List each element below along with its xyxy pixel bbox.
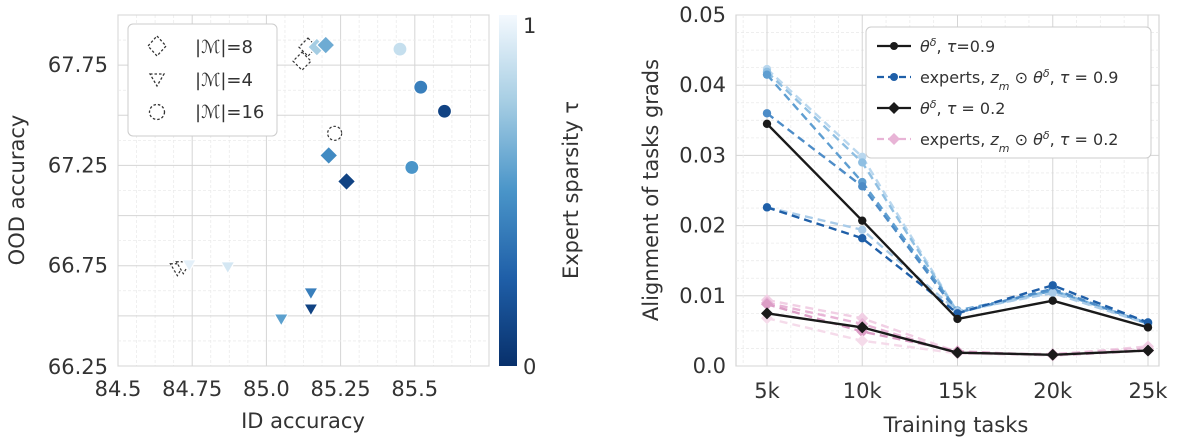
line-point-circle	[762, 119, 772, 129]
scatter-point-circle	[392, 41, 408, 57]
colorbar-label: Expert sparsity τ	[559, 101, 583, 279]
legend-circle-icon-theta-09	[890, 42, 898, 50]
line-point-circle	[762, 70, 772, 79]
legend-diamond-icon-experts-02	[888, 133, 900, 145]
line-x-label: Training tasks	[883, 413, 1029, 437]
legend-circle-icon	[148, 103, 166, 121]
line-legend: θδ, τ=0.9 experts, zm ⊙ θδ, τ = 0.9 θδ, …	[865, 26, 1152, 159]
scatter-x-tick-label: 84.75	[162, 377, 222, 401]
legend-diamond-icon-theta-02	[888, 102, 900, 114]
line-x-tick-label: 5k	[754, 379, 780, 403]
line-y-tick-label: 0.03	[679, 143, 726, 167]
scatter-legend: |ℳ|=8 |ℳ|=4 |ℳ|=16	[127, 23, 278, 137]
legend-marker-diamond	[147, 35, 167, 57]
line-point-circle	[1048, 288, 1057, 298]
scatter-y-tick-label: 66.75	[48, 254, 108, 278]
line-point-circle	[1143, 323, 1153, 332]
line-point-diamond	[856, 321, 869, 334]
line-x-tick-label: 10k	[843, 379, 883, 403]
scatter-x-tick-label: 84.5	[95, 377, 142, 401]
line-series-path	[766, 317, 1149, 357]
legend-text-theta-02: θδ, τ = 0.2	[920, 98, 1005, 119]
legend-text-experts-02: experts, zm ⊙ θδ, τ = 0.2	[920, 129, 1118, 155]
scatter-point-triangle	[181, 259, 198, 273]
scatter-y-ticks: 66.75 67.25 67.75 66.25	[48, 53, 108, 379]
legend-text-theta-09: θδ, τ=0.9	[920, 36, 995, 57]
legend-label-m16: |ℳ|=16	[195, 102, 264, 123]
scatter-x-tick-label: 85.5	[391, 377, 438, 401]
line-y-label: Alignment of tasks grads	[639, 59, 663, 321]
line-point-diamond	[1046, 348, 1059, 361]
scatter-y-tick-label: 66.25	[48, 355, 108, 379]
line-y-ticks: 0.0 0.01 0.02 0.03 0.04 0.05	[679, 3, 726, 378]
legend-circle-icon-experts-09	[890, 73, 898, 81]
scatter-point-diamond	[315, 35, 336, 55]
scatter-point-circle	[404, 159, 420, 176]
line-y-tick-label: 0.01	[679, 284, 726, 308]
scatter-x-ticks: 84.5 84.75 85.0 85.25 85.5	[95, 377, 439, 401]
line-point-circle	[953, 314, 962, 324]
scatter-point-circle	[327, 125, 343, 141]
scatter-point-diamond	[336, 171, 357, 192]
line-panel: 5k 10k 15k 20k 25k 0.0 0.01 0.02 0.03 0.04 0.05 T…	[639, 3, 1168, 437]
line-point-diamond	[761, 298, 773, 311]
legend-text-experts-09: experts, zm ⊙ θδ, τ = 0.9	[920, 67, 1118, 93]
line-x-ticks: 5k 10k 15k 20k 25k	[754, 379, 1168, 403]
scatter-x-tick-label: 85.0	[243, 377, 290, 401]
legend-diamond-icon	[147, 35, 167, 57]
scatter-point-triangle	[302, 303, 319, 318]
scatter-point-diamond	[318, 145, 339, 166]
scatter-y-tick-label: 67.75	[48, 53, 108, 77]
scatter-points	[169, 35, 453, 328]
scatter-point-circle	[413, 79, 429, 95]
line-y-tick-label: 0.04	[679, 73, 726, 97]
line-point-circle	[858, 216, 867, 225]
line-point-circle	[1048, 281, 1057, 290]
line-legend-box	[865, 26, 1152, 159]
colorbar-gradient	[499, 15, 517, 366]
colorbar-tick-max: 1	[523, 14, 536, 38]
line-point-circle	[1048, 296, 1057, 305]
line-point-circle	[858, 182, 867, 191]
scatter-x-tick-label: 85.25	[311, 377, 371, 401]
scatter-y-label: OOD accuracy	[5, 115, 29, 266]
line-series	[761, 64, 1154, 362]
scatter-x-label: ID accuracy	[241, 409, 365, 433]
line-y-tick-label: 0.05	[679, 3, 726, 27]
line-point-circle	[858, 158, 867, 167]
line-x-tick-label: 20k	[1033, 379, 1073, 403]
scatter-point-triangle	[302, 287, 319, 301]
line-point-diamond	[761, 307, 773, 320]
line-point-circle	[858, 225, 867, 235]
line-y-tick-label: 0.0	[693, 354, 726, 378]
scatter-point-circle	[436, 103, 453, 119]
scatter-point-triangle	[219, 261, 236, 275]
scatter-legend-box	[127, 23, 278, 137]
line-point-circle	[858, 234, 867, 243]
legend-triangle-icon	[148, 73, 166, 88]
line-x-tick-label: 15k	[938, 379, 978, 403]
scatter-y-tick-label: 67.25	[48, 153, 108, 177]
scatter-point-triangle	[273, 313, 290, 328]
line-point-diamond	[856, 334, 869, 347]
scatter-point-diamond	[292, 51, 312, 71]
line-point-circle	[762, 109, 772, 118]
line-x-tick-label: 25k	[1129, 379, 1169, 403]
scatter-panel: 84.5 84.75 85.0 85.25 85.5 66.7567.2567.7566…	[5, 14, 583, 433]
line-point-circle	[762, 203, 772, 212]
legend-label-m8: |ℳ|=8	[195, 37, 253, 58]
colorbar: 1 0 Expert sparsity τ	[499, 14, 583, 379]
line-point-diamond	[951, 346, 964, 359]
legend-label-m4: |ℳ|=4	[195, 70, 253, 91]
line-y-tick-label: 0.02	[679, 214, 726, 238]
line-point-diamond	[1142, 344, 1154, 357]
colorbar-tick-min: 0	[523, 355, 536, 379]
